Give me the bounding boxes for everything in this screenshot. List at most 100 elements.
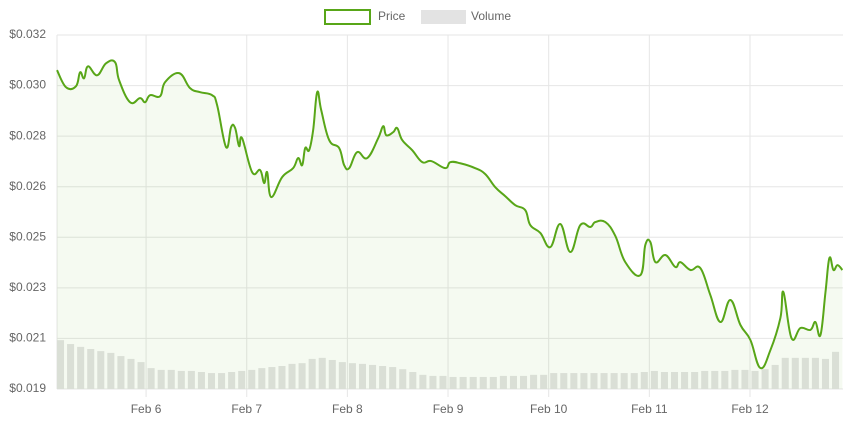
volume-bar — [509, 375, 517, 389]
volume-bar — [419, 374, 427, 389]
volume-bar — [278, 365, 286, 389]
y-tick-label: $0.026 — [9, 179, 46, 193]
volume-bar — [469, 376, 477, 389]
volume-bar — [449, 376, 457, 389]
volume-bar — [389, 367, 397, 389]
volume-bar — [459, 376, 467, 389]
legend-label: Volume — [471, 9, 511, 23]
volume-bar — [328, 359, 336, 389]
y-tick-label: $0.032 — [9, 27, 46, 41]
volume-bar — [540, 374, 548, 389]
volume-bar — [177, 370, 185, 389]
volume-bar — [97, 351, 105, 389]
y-tick-label: $0.025 — [9, 229, 46, 243]
volume-bar — [751, 370, 759, 389]
volume-bar — [670, 372, 679, 389]
volume-bar — [530, 374, 538, 389]
y-tick-label: $0.021 — [9, 331, 46, 345]
volume-bar — [781, 357, 789, 389]
volume-bar — [550, 373, 558, 389]
volume-bar — [358, 363, 367, 389]
volume-bar — [570, 373, 578, 389]
volume-bar — [399, 369, 407, 389]
volume-bar — [429, 375, 437, 389]
volume-bar — [238, 370, 246, 389]
price-line — [56, 59, 843, 370]
volume-bar — [821, 358, 830, 389]
volume-bar — [791, 357, 799, 389]
volume-bar — [207, 373, 216, 389]
x-tick-label: Feb 10 — [530, 402, 568, 416]
volume-bar — [771, 364, 779, 389]
volume-bar — [520, 375, 528, 389]
volume-bar — [67, 344, 75, 389]
volume-bar — [650, 370, 658, 389]
volume-bar — [761, 369, 769, 389]
volume-bar — [439, 375, 447, 389]
volume-bar — [610, 373, 618, 389]
volume-bar — [218, 373, 226, 389]
x-tick-label: Feb 6 — [131, 402, 162, 416]
volume-bar — [711, 370, 719, 389]
volume-bar — [137, 362, 145, 389]
volume-bar — [348, 363, 356, 389]
volume-bar — [107, 352, 115, 389]
volume-bar — [258, 368, 266, 389]
volume-bar — [811, 357, 819, 389]
volume-bar — [167, 369, 175, 389]
volume-bar — [298, 363, 306, 389]
volume-bar — [560, 373, 568, 389]
volume-bar — [681, 372, 689, 389]
y-tick-label: $0.028 — [9, 128, 46, 142]
volume-bar — [590, 373, 598, 389]
volume-bar — [832, 351, 840, 389]
volume-bar — [801, 357, 809, 389]
volume-bar — [117, 356, 125, 389]
volume-bar — [147, 368, 155, 389]
volume-bar — [77, 346, 85, 389]
volume-bar — [731, 369, 739, 389]
y-tick-label: $0.030 — [9, 78, 46, 92]
y-tick-label: $0.019 — [9, 381, 46, 395]
volume-bar — [660, 372, 668, 389]
volume-bar — [580, 373, 588, 389]
volume-bar — [248, 369, 256, 389]
legend-label: Price — [378, 9, 406, 23]
volume-bar — [228, 372, 236, 389]
volume-bar — [308, 358, 316, 389]
volume-bar — [338, 362, 346, 389]
volume-bar — [288, 363, 296, 389]
x-tick-label: Feb 8 — [332, 402, 363, 416]
x-tick-label: Feb 9 — [433, 402, 464, 416]
volume-bar — [741, 369, 749, 389]
volume-bar — [721, 370, 729, 389]
volume-bar — [479, 376, 487, 389]
y-tick-label: $0.023 — [9, 280, 46, 294]
x-tick-label: Feb 7 — [231, 402, 262, 416]
volume-bar — [197, 372, 205, 389]
volume-bar — [379, 365, 387, 389]
volume-bar — [620, 373, 628, 389]
legend-swatch — [324, 9, 371, 25]
volume-bar — [57, 340, 65, 389]
volume-bar — [640, 372, 648, 389]
price-area — [57, 60, 843, 389]
volume-bar — [489, 376, 497, 389]
volume-bar — [600, 373, 608, 389]
x-tick-label: Feb 11 — [631, 402, 668, 416]
volume-bar — [127, 358, 135, 389]
x-tick-label: Feb 12 — [731, 402, 769, 416]
volume-bar — [187, 370, 195, 389]
volume-bar — [268, 367, 276, 389]
legend-swatch — [421, 10, 466, 24]
volume-bar — [499, 375, 507, 389]
volume-bar — [369, 364, 377, 389]
volume-bar — [691, 372, 699, 389]
volume-bar — [157, 369, 165, 389]
volume-bar — [701, 370, 709, 389]
volume-bar — [318, 357, 326, 389]
volume-bar — [409, 372, 417, 389]
volume-bar — [87, 348, 95, 389]
